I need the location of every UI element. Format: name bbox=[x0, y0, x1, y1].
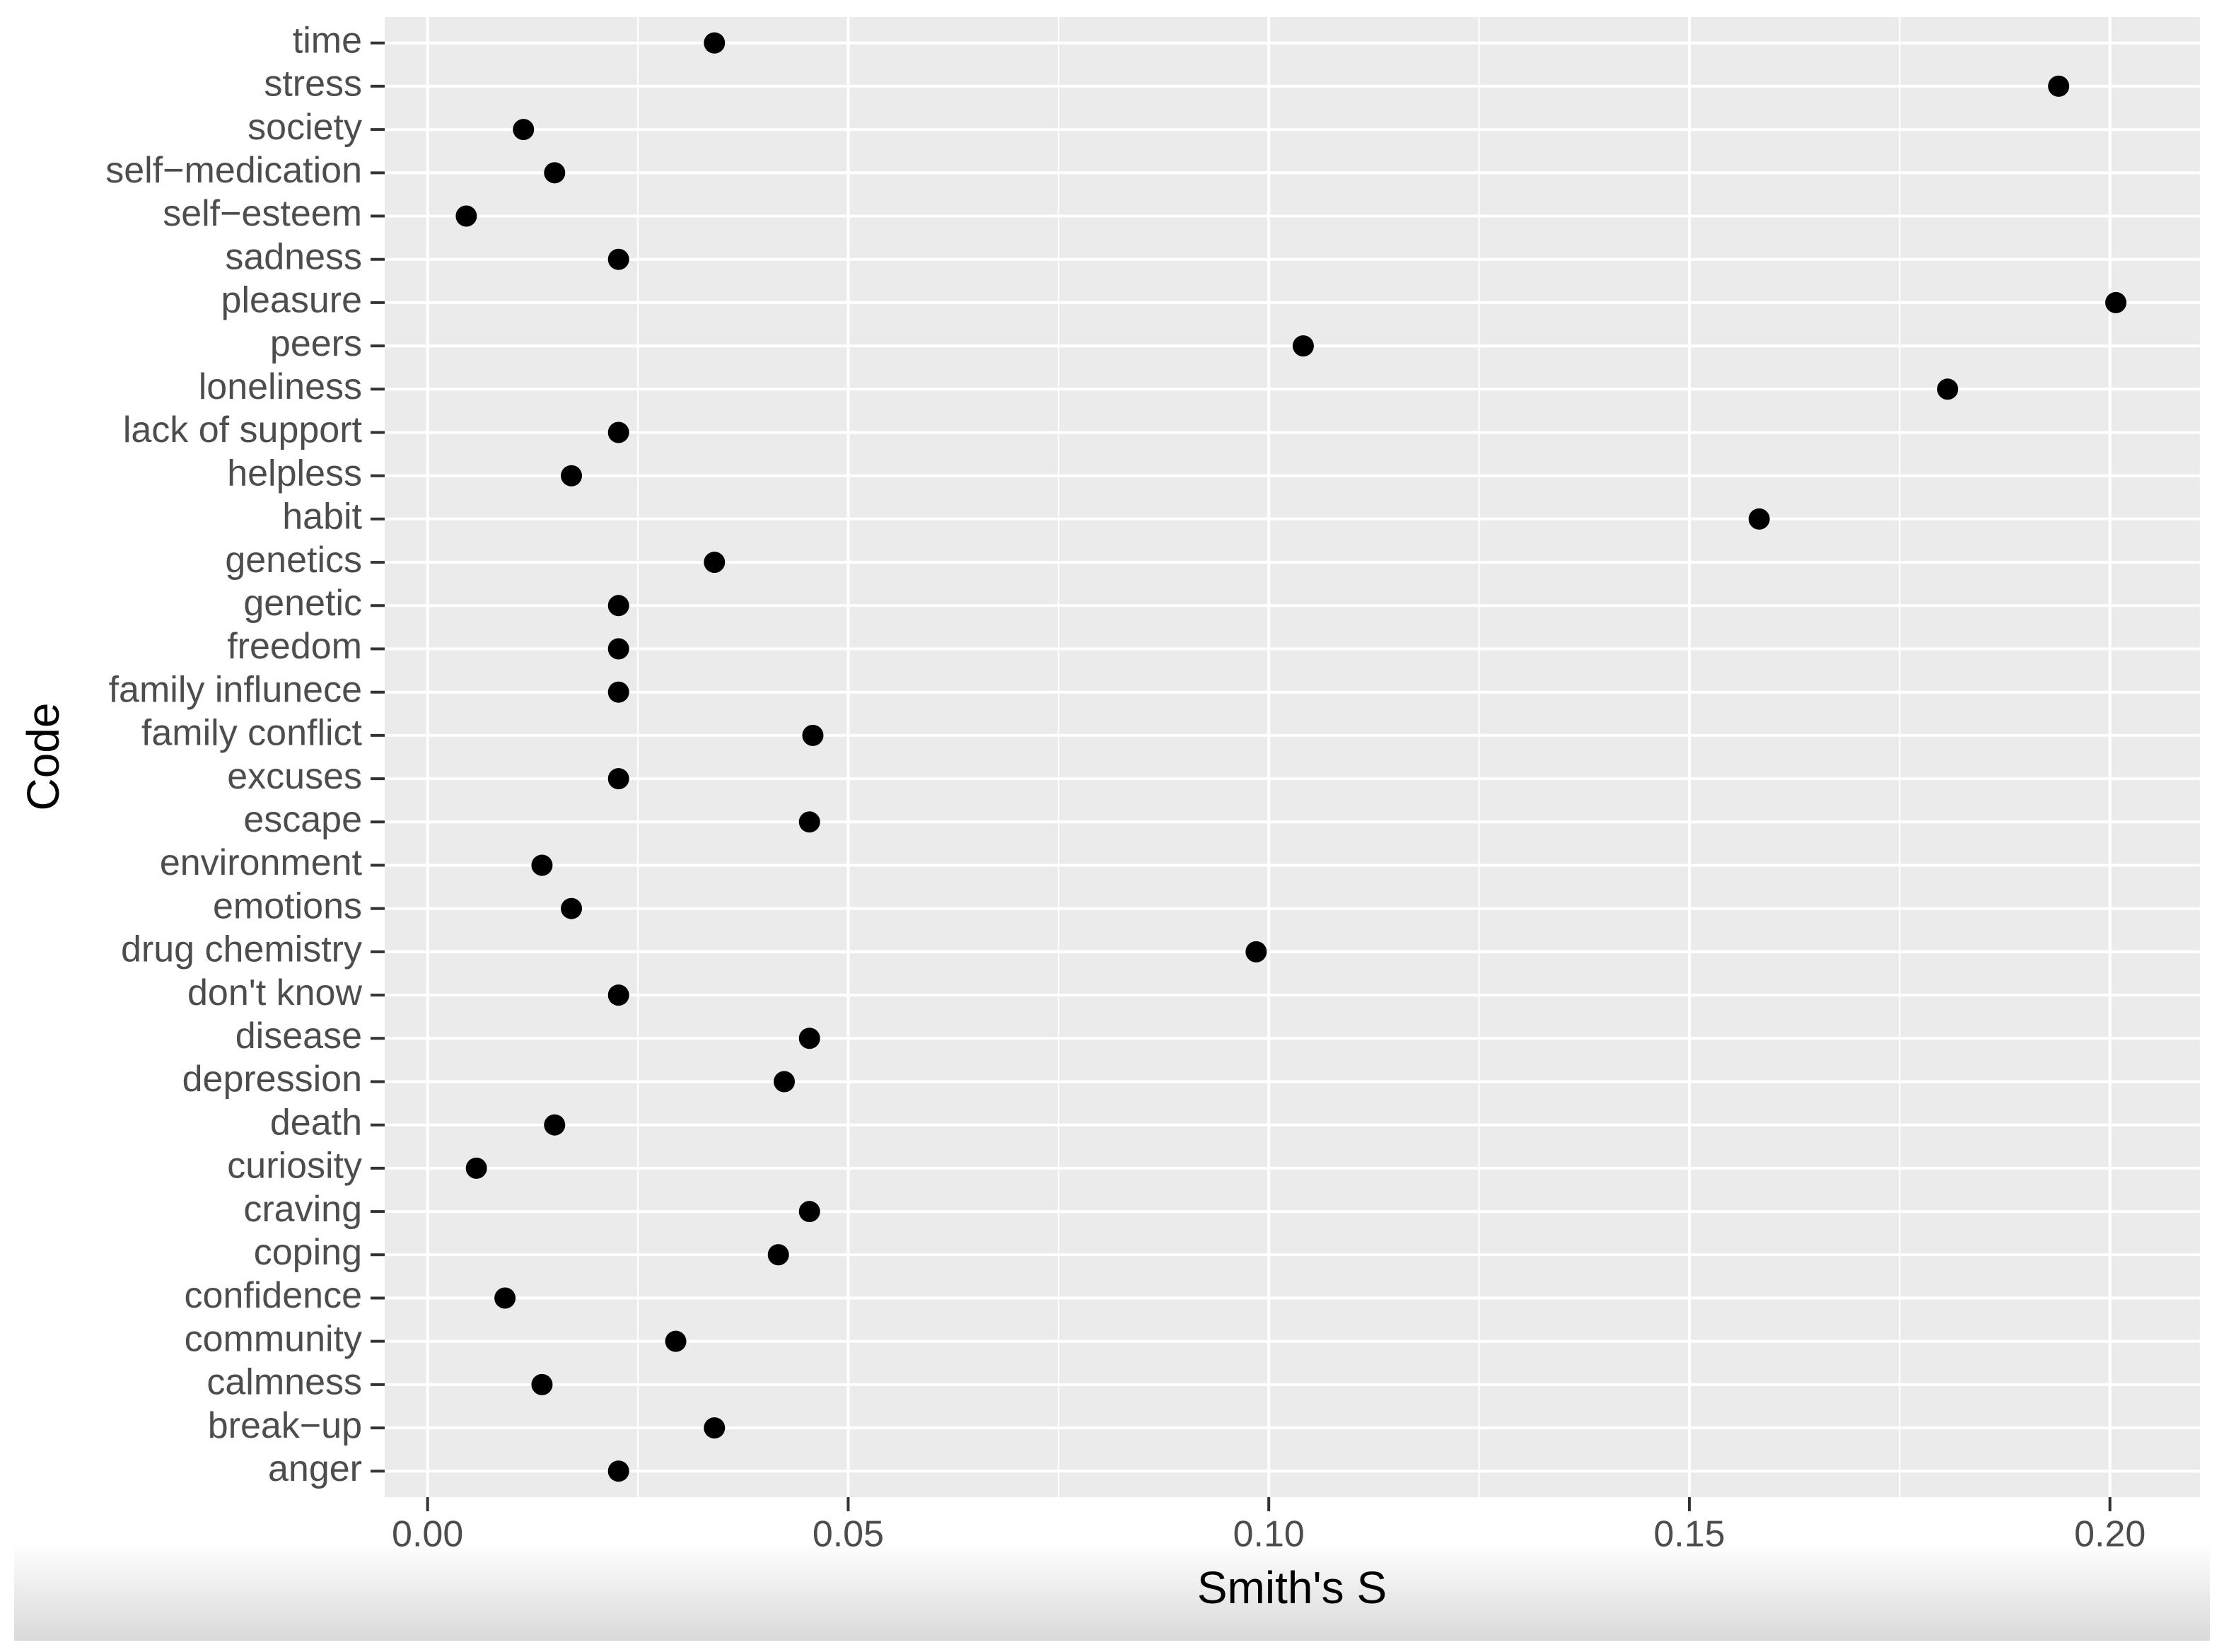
x-tick-label: 0.05 bbox=[813, 1514, 884, 1555]
dot bbox=[1748, 508, 1770, 530]
y-tick-label: emotions bbox=[213, 885, 362, 926]
dot bbox=[465, 1157, 487, 1179]
dot bbox=[607, 768, 629, 790]
dot bbox=[544, 1114, 566, 1136]
dot bbox=[704, 1417, 726, 1439]
dot bbox=[767, 1244, 789, 1266]
dot bbox=[2105, 291, 2127, 313]
bottom-fade bbox=[14, 1542, 2210, 1641]
dot bbox=[607, 984, 629, 1006]
y-tick-label: escape bbox=[243, 799, 362, 840]
dot bbox=[1292, 335, 1314, 357]
y-tick-label: peers bbox=[270, 323, 362, 364]
y-tick-label: loneliness bbox=[199, 366, 362, 407]
x-axis-title: Smith's S bbox=[1197, 1562, 1387, 1613]
dot bbox=[798, 1028, 820, 1049]
dot bbox=[704, 32, 726, 54]
x-tick-label: 0.20 bbox=[2074, 1514, 2146, 1555]
y-tick-label: lack of support bbox=[123, 409, 363, 450]
dot bbox=[531, 1373, 553, 1395]
y-tick-label: curiosity bbox=[227, 1146, 362, 1187]
y-tick-label: coping bbox=[254, 1232, 362, 1273]
dot bbox=[1937, 378, 1959, 400]
dot bbox=[531, 854, 553, 876]
dot bbox=[561, 897, 583, 919]
panel bbox=[385, 17, 2200, 1497]
y-tick-label: calmness bbox=[206, 1362, 362, 1403]
y-tick-label: self−esteem bbox=[163, 193, 362, 234]
dot bbox=[544, 162, 566, 184]
y-tick-label: pleasure bbox=[221, 280, 362, 321]
dot bbox=[455, 205, 477, 227]
y-tick-label: disease bbox=[235, 1016, 362, 1057]
y-tick-label: depression bbox=[182, 1059, 362, 1100]
dot bbox=[561, 465, 583, 487]
dot bbox=[607, 595, 629, 617]
dot bbox=[774, 1071, 796, 1093]
y-tick-label: break−up bbox=[208, 1405, 362, 1446]
y-tick-label: sadness bbox=[225, 236, 362, 277]
y-tick-label: craving bbox=[243, 1189, 362, 1230]
dot bbox=[513, 119, 535, 141]
dot bbox=[798, 811, 820, 833]
y-tick-label: genetic bbox=[243, 583, 362, 624]
dot bbox=[607, 638, 629, 660]
y-tick-label: family conflict bbox=[141, 713, 363, 754]
dot bbox=[494, 1287, 516, 1309]
y-tick-label: freedom bbox=[227, 626, 362, 667]
x-tick-label: 0.00 bbox=[392, 1514, 463, 1555]
dot bbox=[704, 552, 726, 574]
y-tick-label: family influnece bbox=[109, 669, 362, 710]
dot bbox=[798, 1201, 820, 1223]
dot bbox=[665, 1330, 687, 1352]
y-tick-label: society bbox=[248, 107, 362, 148]
dot bbox=[607, 681, 629, 703]
y-tick-label: habit bbox=[282, 496, 362, 537]
dot bbox=[802, 724, 824, 746]
x-tick-label: 0.15 bbox=[1653, 1514, 1725, 1555]
y-tick-label: death bbox=[270, 1102, 362, 1143]
dot bbox=[607, 248, 629, 270]
y-tick-label: self−medication bbox=[105, 150, 362, 191]
y-tick-label: excuses bbox=[227, 756, 362, 797]
x-tick-label: 0.10 bbox=[1233, 1514, 1305, 1555]
y-tick-label: environment bbox=[160, 842, 363, 883]
dot bbox=[1245, 941, 1267, 962]
y-tick-label: stress bbox=[264, 64, 362, 105]
y-tick-label: drug chemistry bbox=[121, 929, 362, 970]
y-tick-label: genetics bbox=[225, 540, 362, 581]
dot bbox=[607, 421, 629, 443]
dot bbox=[607, 1460, 629, 1482]
y-tick-label: don't know bbox=[187, 972, 362, 1013]
dot bbox=[2048, 75, 2070, 97]
y-axis-title: Code bbox=[18, 703, 69, 811]
y-tick-label: time bbox=[293, 20, 362, 61]
y-tick-label: community bbox=[185, 1318, 362, 1359]
y-tick-label: confidence bbox=[184, 1275, 362, 1316]
y-tick-label: helpless bbox=[227, 453, 362, 494]
y-tick-label: anger bbox=[268, 1448, 362, 1489]
